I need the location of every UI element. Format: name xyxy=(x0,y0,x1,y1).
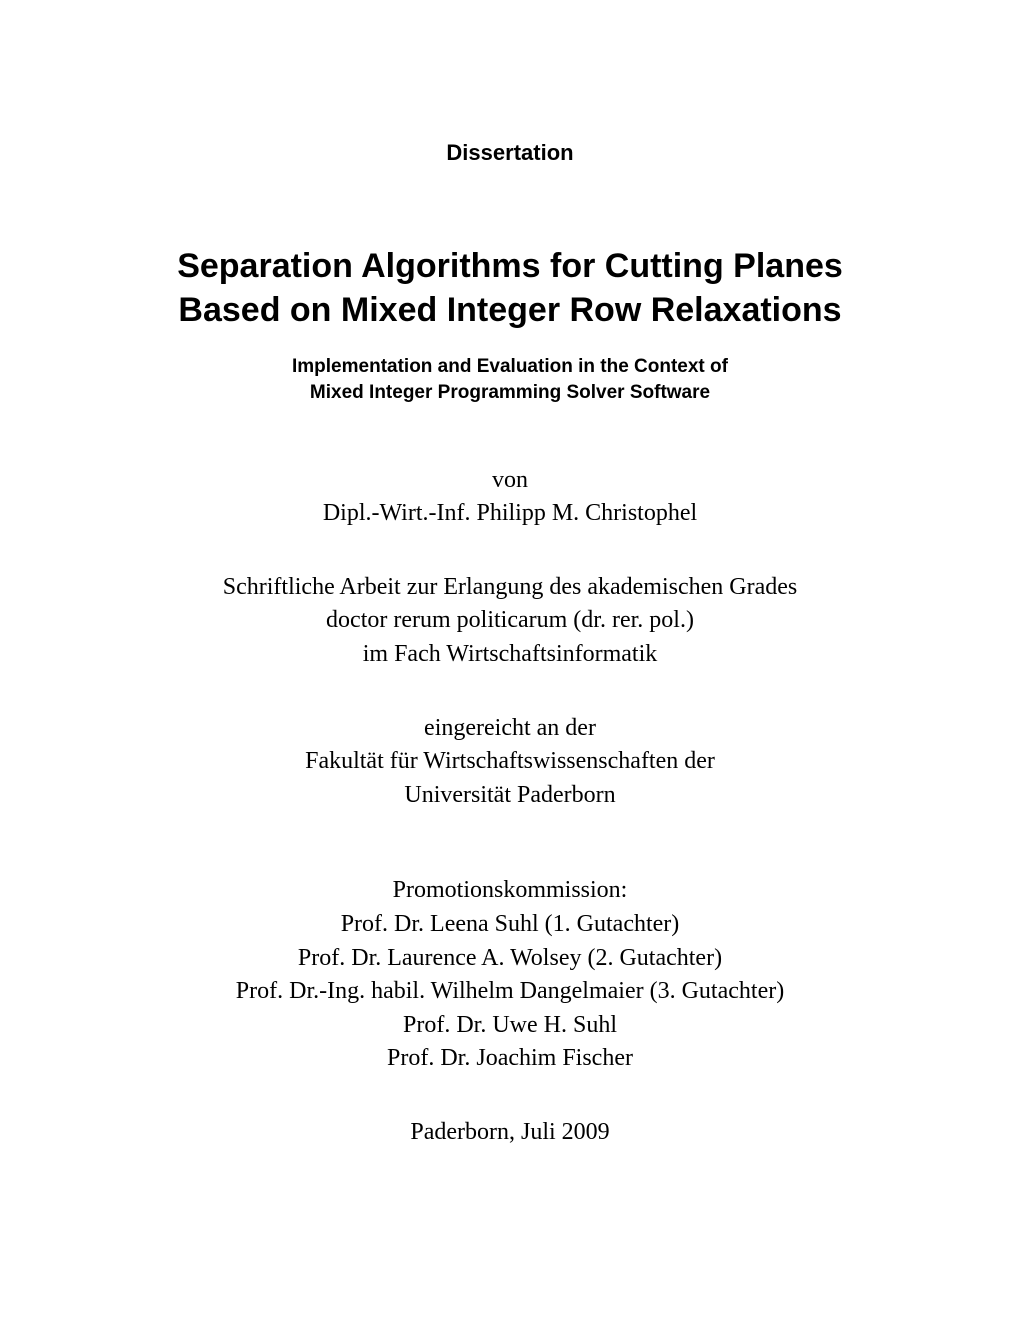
committee-member-1: Prof. Dr. Leena Suhl (1. Gutachter) xyxy=(110,908,910,942)
subtitle: Implementation and Evaluation in the Con… xyxy=(110,354,910,405)
faculty-line-3: Universität Paderborn xyxy=(110,779,910,813)
document-type-label: Dissertation xyxy=(110,140,910,166)
degree-block: Schriftliche Arbeit zur Erlangung des ak… xyxy=(110,571,910,672)
degree-line-1: Schriftliche Arbeit zur Erlangung des ak… xyxy=(110,571,910,605)
title-line-2: Based on Mixed Integer Row Relaxations xyxy=(110,288,910,332)
date-location: Paderborn, Juli 2009 xyxy=(110,1116,910,1150)
author-name: Dipl.-Wirt.-Inf. Philipp M. Christophel xyxy=(110,497,910,531)
subtitle-line-1: Implementation and Evaluation in the Con… xyxy=(110,354,910,380)
title-line-1: Separation Algorithms for Cutting Planes xyxy=(110,244,910,288)
faculty-block: eingereicht an der Fakultät für Wirtscha… xyxy=(110,712,910,813)
author-block: von Dipl.-Wirt.-Inf. Philipp M. Christop… xyxy=(110,464,910,531)
faculty-line-1: eingereicht an der xyxy=(110,712,910,746)
committee-member-5: Prof. Dr. Joachim Fischer xyxy=(110,1042,910,1076)
committee-block: Promotionskommission: Prof. Dr. Leena Su… xyxy=(110,874,910,1076)
main-title: Separation Algorithms for Cutting Planes… xyxy=(110,244,910,332)
committee-heading: Promotionskommission: xyxy=(110,874,910,908)
degree-line-3: im Fach Wirtschaftsinformatik xyxy=(110,638,910,672)
committee-member-2: Prof. Dr. Laurence A. Wolsey (2. Gutacht… xyxy=(110,942,910,976)
degree-line-2: doctor rerum politicarum (dr. rer. pol.) xyxy=(110,604,910,638)
faculty-line-2: Fakultät für Wirtschaftswissenschaften d… xyxy=(110,745,910,779)
subtitle-line-2: Mixed Integer Programming Solver Softwar… xyxy=(110,380,910,406)
author-von: von xyxy=(110,464,910,498)
committee-member-3: Prof. Dr.-Ing. habil. Wilhelm Dangelmaie… xyxy=(110,975,910,1009)
committee-member-4: Prof. Dr. Uwe H. Suhl xyxy=(110,1009,910,1043)
